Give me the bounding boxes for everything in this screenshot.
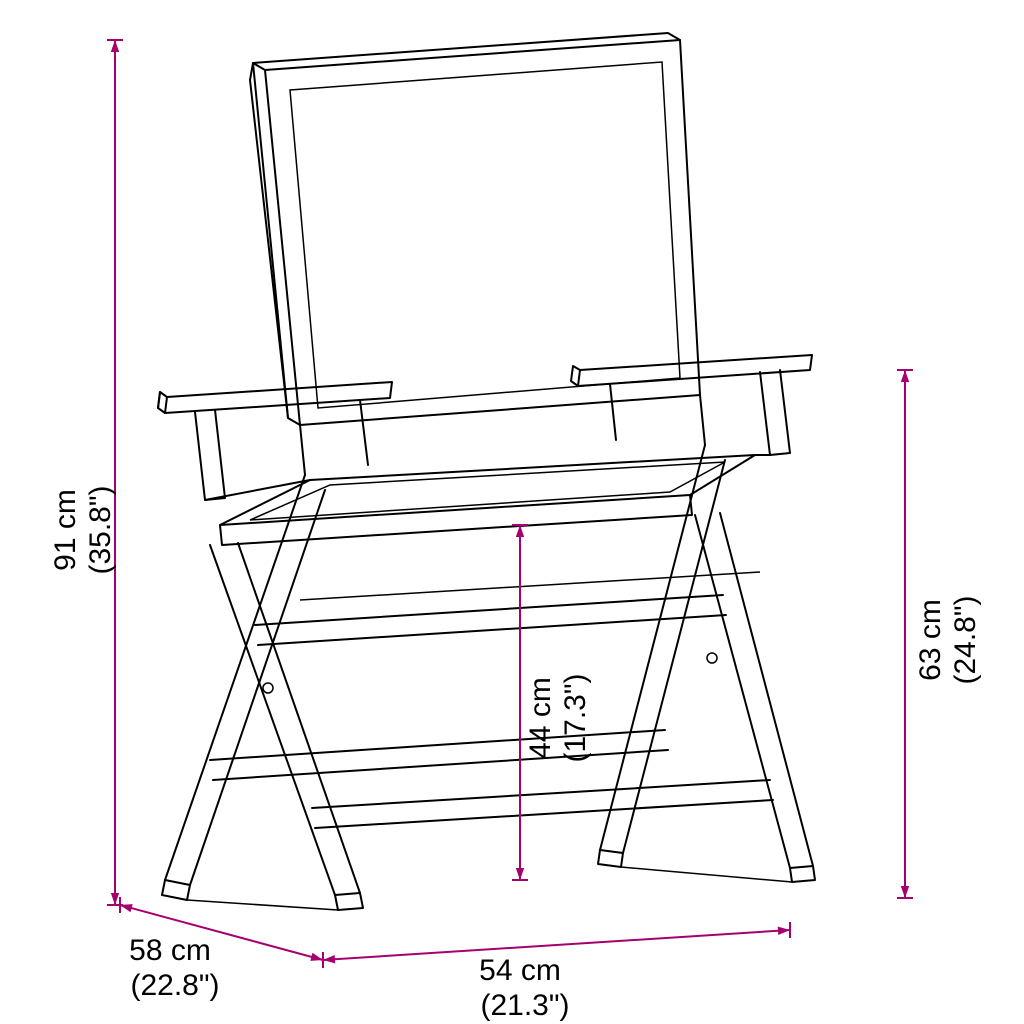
label-depth-in: (22.8") — [130, 969, 219, 1002]
label-height-total-cm: 91 cm — [49, 489, 82, 571]
dimension-labels: 91 cm (35.8") 63 cm (24.8") 44 cm (17.3"… — [49, 485, 982, 1022]
label-width-cm: 54 cm — [479, 954, 561, 987]
label-height-seat-in: (17.3") — [559, 673, 592, 762]
label-depth-cm: 58 cm — [129, 934, 211, 967]
label-height-total-in: (35.8") — [84, 485, 117, 574]
label-width-in: (21.3") — [480, 989, 569, 1022]
label-height-seat-cm: 44 cm — [524, 677, 557, 759]
dimension-lines — [107, 40, 913, 968]
chair-drawing — [158, 33, 815, 910]
label-height-arm-cm: 63 cm — [914, 599, 947, 681]
label-height-arm-in: (24.8") — [949, 595, 982, 684]
